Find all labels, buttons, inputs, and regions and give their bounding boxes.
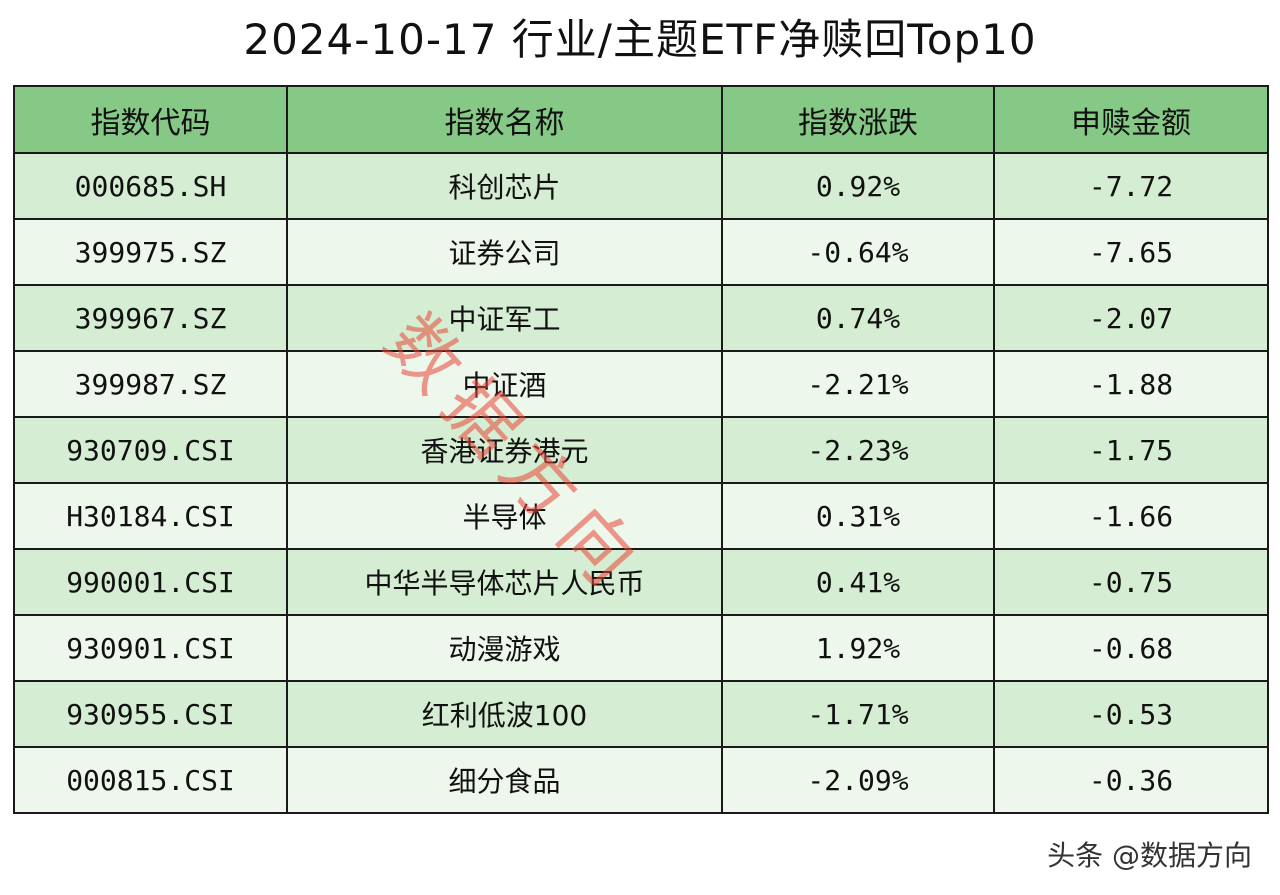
cell-redemption-amount: -1.66 [993, 482, 1269, 550]
cell-redemption-amount: -0.68 [993, 614, 1269, 682]
cell-index-name: 细分食品 [286, 746, 723, 814]
cell-index-code: 000685.SH [13, 152, 288, 220]
table-row: 990001.CSI 中华半导体芯片人民币 0.41% -0.75 [13, 548, 1269, 616]
table-row: 000685.SH 科创芯片 0.92% -7.72 [13, 152, 1269, 220]
cell-index-name: 中证军工 [286, 284, 723, 352]
header-index-code: 指数代码 [13, 85, 288, 154]
cell-index-change: -2.23% [721, 416, 995, 484]
cell-index-code: 399975.SZ [13, 218, 288, 286]
cell-index-change: 1.92% [721, 614, 995, 682]
cell-index-code: 930709.CSI [13, 416, 288, 484]
header-redemption-amount: 申赎金额 [993, 85, 1269, 154]
page-title: 2024-10-17 行业/主题ETF净赎回Top10 [243, 15, 1037, 64]
cell-index-change: 0.41% [721, 548, 995, 616]
cell-index-name: 科创芯片 [286, 152, 723, 220]
cell-index-code: 399967.SZ [13, 284, 288, 352]
cell-redemption-amount: -1.75 [993, 416, 1269, 484]
cell-index-code: 990001.CSI [13, 548, 288, 616]
cell-index-name: 香港证券港元 [286, 416, 723, 484]
cell-index-name: 动漫游戏 [286, 614, 723, 682]
cell-index-code: 930901.CSI [13, 614, 288, 682]
table-row: H30184.CSI 半导体 0.31% -1.66 [13, 482, 1269, 550]
cell-index-change: -0.64% [721, 218, 995, 286]
cell-redemption-amount: -0.36 [993, 746, 1269, 814]
cell-index-name: 中华半导体芯片人民币 [286, 548, 723, 616]
cell-index-code: H30184.CSI [13, 482, 288, 550]
table-header-row: 指数代码 指数名称 指数涨跌 申赎金额 [13, 85, 1269, 154]
etf-redemption-table: 指数代码 指数名称 指数涨跌 申赎金额 000685.SH 科创芯片 0.92%… [13, 85, 1269, 814]
cell-index-change: 0.74% [721, 284, 995, 352]
cell-index-change: 0.31% [721, 482, 995, 550]
cell-index-name: 证券公司 [286, 218, 723, 286]
cell-index-name: 红利低波100 [286, 680, 723, 748]
footer-source: 头条 @数据方向 [1047, 839, 1252, 872]
cell-index-code: 399987.SZ [13, 350, 288, 418]
cell-redemption-amount: -0.75 [993, 548, 1269, 616]
table-row: 399987.SZ 中证酒 -2.21% -1.88 [13, 350, 1269, 418]
header-index-change: 指数涨跌 [721, 85, 995, 154]
cell-index-change: -2.09% [721, 746, 995, 814]
cell-redemption-amount: -2.07 [993, 284, 1269, 352]
cell-index-change: -2.21% [721, 350, 995, 418]
cell-index-name: 中证酒 [286, 350, 723, 418]
cell-index-name: 半导体 [286, 482, 723, 550]
cell-redemption-amount: -7.65 [993, 218, 1269, 286]
cell-index-code: 930955.CSI [13, 680, 288, 748]
cell-index-code: 000815.CSI [13, 746, 288, 814]
cell-redemption-amount: -7.72 [993, 152, 1269, 220]
table-row: 000815.CSI 细分食品 -2.09% -0.36 [13, 746, 1269, 814]
cell-index-change: -1.71% [721, 680, 995, 748]
cell-index-change: 0.92% [721, 152, 995, 220]
table-row: 930901.CSI 动漫游戏 1.92% -0.68 [13, 614, 1269, 682]
cell-redemption-amount: -0.53 [993, 680, 1269, 748]
table-row: 399967.SZ 中证军工 0.74% -2.07 [13, 284, 1269, 352]
header-index-name: 指数名称 [286, 85, 723, 154]
table-row: 399975.SZ 证券公司 -0.64% -7.65 [13, 218, 1269, 286]
table-row: 930709.CSI 香港证券港元 -2.23% -1.75 [13, 416, 1269, 484]
cell-redemption-amount: -1.88 [993, 350, 1269, 418]
table-row: 930955.CSI 红利低波100 -1.71% -0.53 [13, 680, 1269, 748]
